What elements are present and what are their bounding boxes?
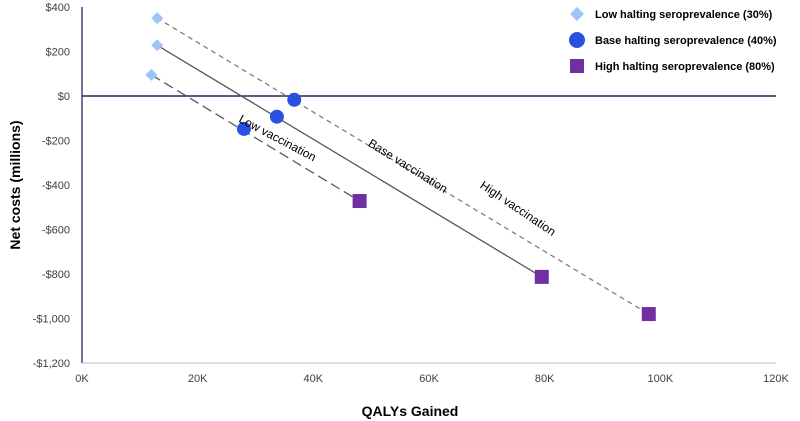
x-tick-label: 20K xyxy=(188,373,208,385)
connector-line-high-vaccination xyxy=(156,17,650,315)
legend-marker-circle xyxy=(569,32,585,48)
data-point-circle xyxy=(287,92,302,107)
data-points-layer xyxy=(145,12,656,322)
line-label-high-vaccination: High vaccination xyxy=(478,178,559,239)
data-point-circle xyxy=(269,109,284,124)
connector-line-low-vaccination xyxy=(151,74,360,202)
data-point-diamond xyxy=(151,39,164,52)
connector-line-base-vaccination xyxy=(156,44,543,278)
data-point-diamond xyxy=(151,12,164,25)
y-tick-label: -$1,200 xyxy=(33,358,70,370)
y-axis-title: Net costs (millions) xyxy=(7,120,23,249)
x-tick-label: 120K xyxy=(763,373,789,385)
y-tick-label: -$1,000 xyxy=(33,314,70,326)
y-tick-label: $0 xyxy=(58,91,70,103)
y-tick-label: -$600 xyxy=(42,225,70,237)
data-point-diamond xyxy=(145,68,158,81)
line-label-base-vaccination: Base vaccination xyxy=(366,136,450,196)
axes-layer xyxy=(81,7,776,364)
x-tick-label: 0K xyxy=(75,373,89,385)
x-tick-label: 100K xyxy=(647,373,673,385)
legend-label: High halting seroprevalence (80%) xyxy=(595,61,775,73)
x-tick-label: 80K xyxy=(535,373,555,385)
legend-label: Low halting seroprevalence (30%) xyxy=(595,9,773,21)
y-tick-label: -$400 xyxy=(42,180,70,192)
data-point-circle xyxy=(236,121,251,136)
data-point-square xyxy=(641,307,656,322)
y-tick-label: -$800 xyxy=(42,269,70,281)
legend-marker-square xyxy=(570,59,584,73)
legend-marker-diamond xyxy=(570,7,584,21)
x-tick-label: 60K xyxy=(419,373,439,385)
y-tick-label: -$200 xyxy=(42,136,70,148)
x-axis-title: QALYs Gained xyxy=(362,403,459,419)
data-point-square xyxy=(352,194,367,209)
x-tick-label: 40K xyxy=(304,373,324,385)
y-tick-label: $200 xyxy=(46,47,70,59)
y-tick-label: $400 xyxy=(46,2,70,14)
legend: Low halting seroprevalence (30%) Base hal… xyxy=(569,7,777,73)
tick-labels-layer: 0K 20K 40K 60K 80K 100K 120K $400 $200 $0 -$200 -$4… xyxy=(33,2,790,385)
data-point-square xyxy=(534,269,549,284)
connector-lines-layer xyxy=(151,17,650,315)
legend-label: Base halting seroprevalence (40%) xyxy=(595,35,777,47)
